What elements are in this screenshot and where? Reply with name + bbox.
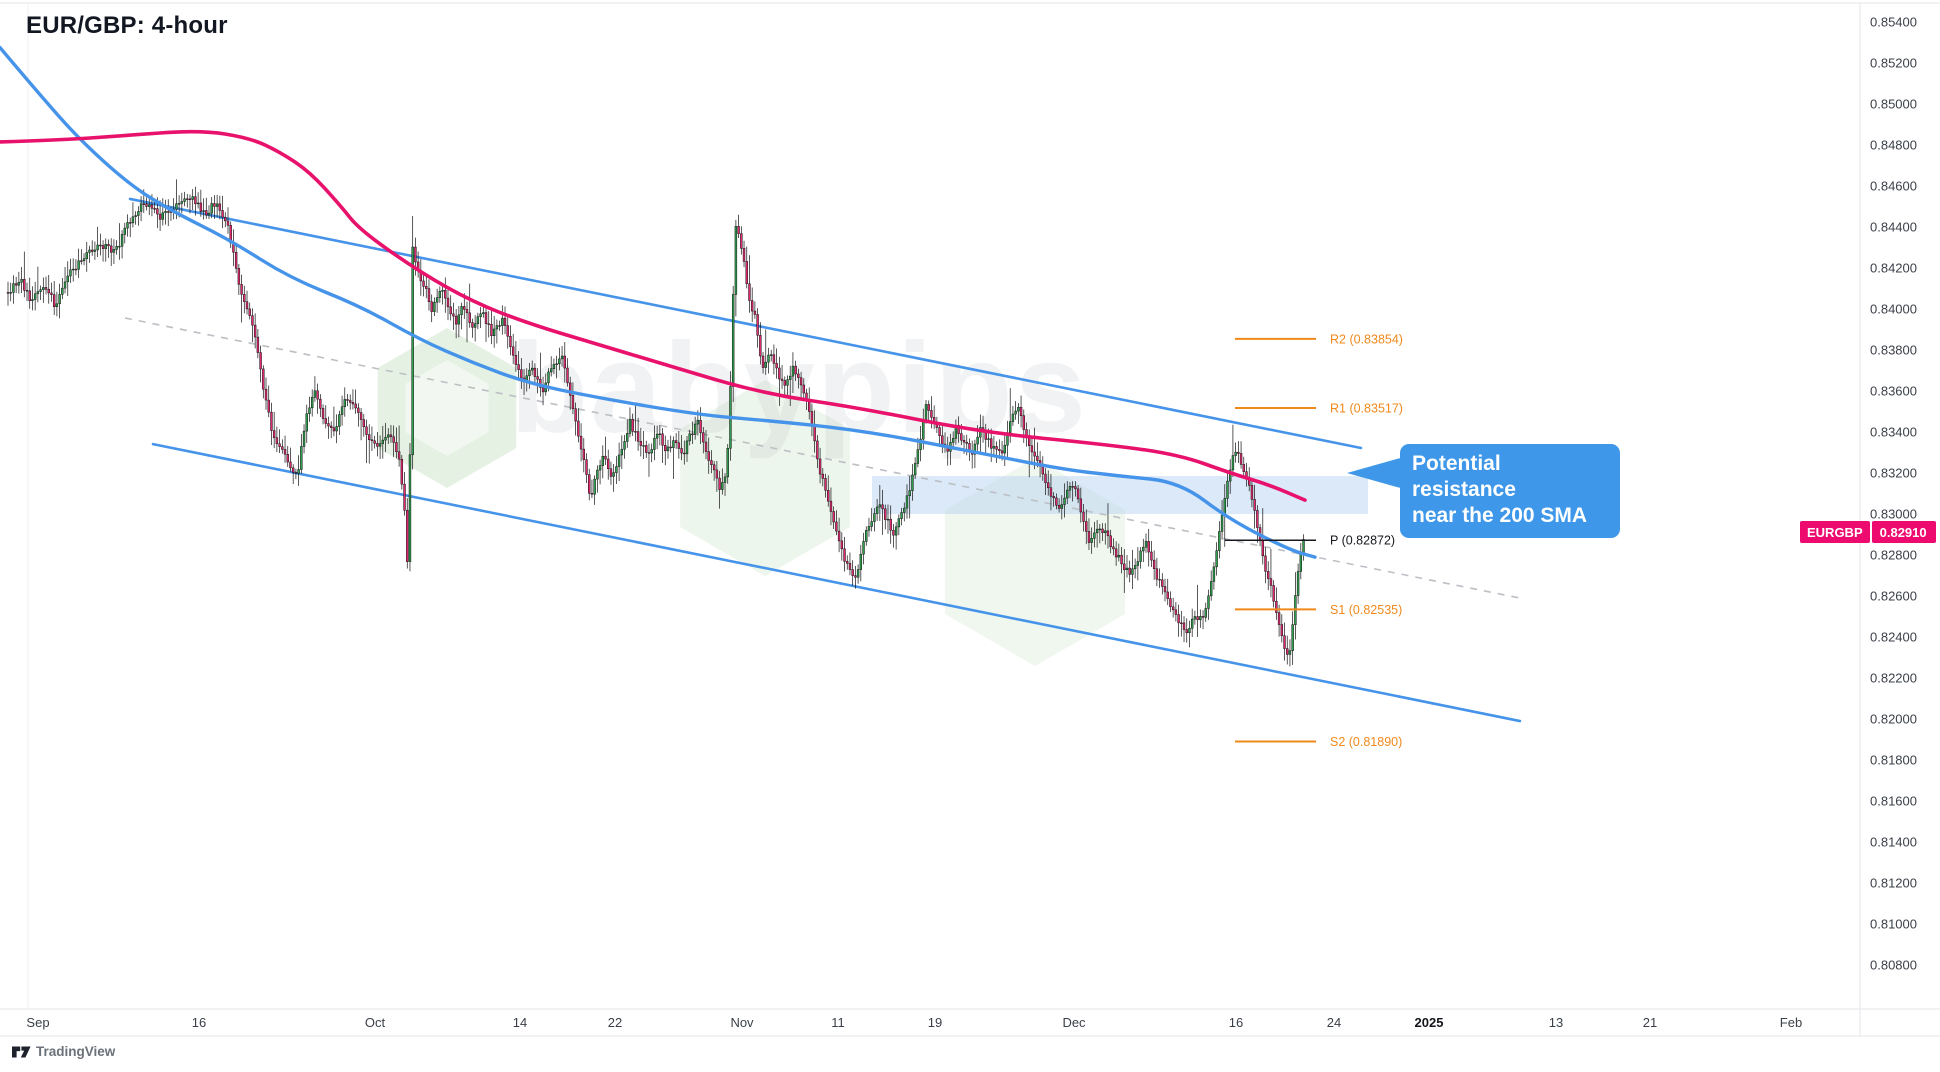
y-tick-label: 0.84600	[1870, 179, 1917, 194]
y-tick-label: 0.80800	[1870, 958, 1917, 973]
y-tick-label: 0.81800	[1870, 753, 1917, 768]
x-tick-label: 11	[831, 1015, 845, 1030]
pivot-label-S2: S2 (0.81890)	[1330, 735, 1402, 749]
resistance-callout[interactable]: Potential resistance near the 200 SMA	[1400, 444, 1620, 538]
pivot-label-R2: R2 (0.83854)	[1330, 332, 1403, 346]
pivot-label-R1: R1 (0.83517)	[1330, 402, 1403, 416]
x-tick-label: 16	[1229, 1015, 1243, 1030]
x-tick-label: 24	[1327, 1015, 1341, 1030]
time-axis[interactable]	[0, 1009, 1940, 1036]
last-price-value: 0.82910	[1871, 521, 1936, 543]
y-tick-label: 0.84000	[1870, 302, 1917, 317]
watermark-text: babypips	[510, 317, 1088, 460]
callout-line2: near the 200 SMA	[1412, 504, 1588, 527]
y-tick-label: 0.82600	[1870, 589, 1917, 604]
candlestick-series	[6, 179, 1305, 667]
x-tick-label: Oct	[365, 1015, 386, 1030]
symbol-badge: EURGBP	[1800, 521, 1870, 543]
channel-upper-line	[128, 197, 1363, 450]
y-tick-label: 0.84400	[1870, 220, 1917, 235]
y-tick-label: 0.82400	[1870, 630, 1917, 645]
tradingview-logo[interactable]: TradingView	[12, 1044, 115, 1059]
pivot-label-S1: S1 (0.82535)	[1330, 603, 1402, 617]
callout-line1: Potential resistance	[1412, 452, 1516, 501]
y-tick-label: 0.81200	[1870, 876, 1917, 891]
y-tick-label: 0.82000	[1870, 712, 1917, 727]
x-tick-label: 19	[928, 1015, 942, 1030]
x-tick-label: 13	[1549, 1015, 1563, 1030]
price-axis-labels: 0.85400 0.85200 0.85000 0.84800 0.84600 0.844…	[1859, 3, 1917, 1036]
y-tick-label: 0.83200	[1870, 466, 1917, 481]
price-axis[interactable]	[1861, 3, 1940, 1009]
y-tick-label: 0.85400	[1870, 15, 1917, 30]
y-tick-label: 0.82200	[1870, 671, 1917, 686]
tradingview-icon	[12, 1046, 31, 1057]
sma-fast-line[interactable]	[0, 45, 1317, 559]
y-tick-label: 0.81000	[1870, 917, 1917, 932]
tradingview-text: TradingView	[36, 1044, 116, 1059]
x-tick-label: 21	[1643, 1015, 1657, 1030]
sma-200-line[interactable]	[0, 129, 1307, 502]
x-tick-label: Sep	[26, 1015, 49, 1030]
pivot-levels: R2 (0.83854) R1 (0.83517) P (0.82872) S1 (0…	[1225, 332, 1403, 749]
channel-lower-line	[151, 442, 1522, 723]
y-tick-label: 0.82800	[1870, 548, 1917, 563]
chart-frame	[0, 2, 1940, 1009]
resistance-zone[interactable]	[872, 476, 1368, 514]
x-tick-label: 2025	[1415, 1015, 1444, 1030]
y-tick-label: 0.83400	[1870, 425, 1917, 440]
y-tick-label: 0.83000	[1870, 507, 1917, 522]
y-tick-label: 0.83600	[1870, 384, 1917, 399]
y-tick-label: 0.84800	[1870, 138, 1917, 153]
time-axis-labels: Sep 16 Oct 14 22 Nov 11 19 Dec 16 24 2025 13 21 Feb	[0, 1008, 1940, 1037]
page-title: EUR/GBP: 4-hour	[26, 12, 228, 39]
babypips-watermark: babypips	[377, 317, 1126, 666]
y-tick-label: 0.83800	[1870, 343, 1917, 358]
x-tick-label: 22	[608, 1015, 622, 1030]
callout-tail	[1347, 457, 1404, 489]
x-tick-label: Feb	[1780, 1015, 1802, 1030]
y-tick-label: 0.81600	[1870, 794, 1917, 809]
x-tick-label: Dec	[1062, 1015, 1086, 1030]
pivot-label-P: P (0.82872)	[1330, 534, 1395, 548]
last-price-label: EURGBP 0.82910	[1800, 521, 1936, 543]
x-tick-label: 14	[513, 1015, 527, 1030]
y-tick-label: 0.85200	[1870, 56, 1917, 71]
descending-channel[interactable]	[124, 197, 1522, 723]
y-tick-label: 0.81400	[1870, 835, 1917, 850]
x-tick-label: 16	[192, 1015, 206, 1030]
y-tick-label: 0.85000	[1870, 97, 1917, 112]
y-tick-label: 0.84200	[1870, 261, 1917, 276]
x-tick-label: Nov	[730, 1015, 754, 1030]
